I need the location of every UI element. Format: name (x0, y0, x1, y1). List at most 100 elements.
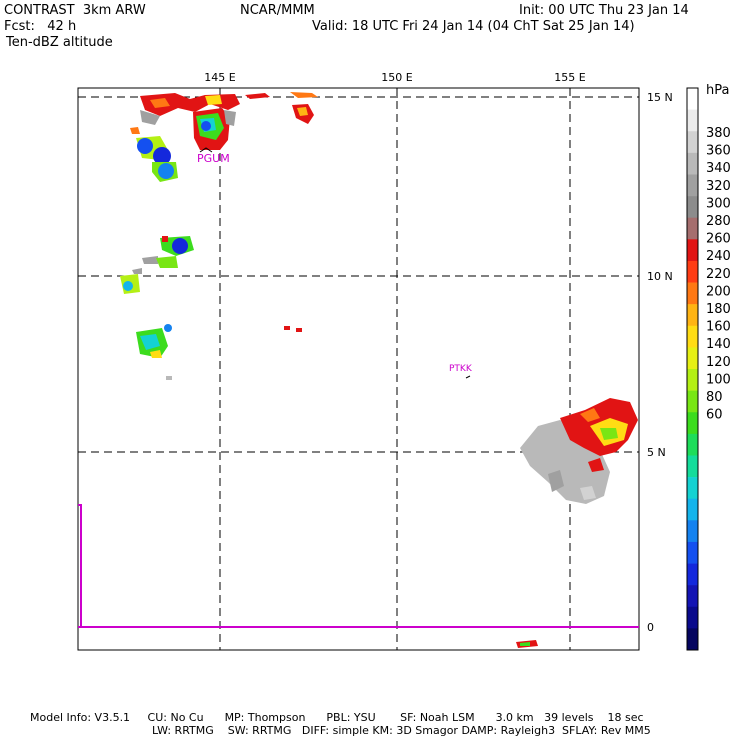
colorbar-level-label: 360 (706, 144, 731, 159)
echo-area (224, 110, 236, 126)
echo-area (166, 376, 172, 380)
valid-time: Valid: 18 UTC Fri 24 Jan 14 (04 ChT Sat … (312, 19, 635, 34)
echo-area (296, 328, 302, 332)
map-frame (77, 87, 640, 651)
colorbar-unit: hPa (706, 83, 729, 98)
colorbar-swatch (687, 282, 698, 305)
echo-area (130, 127, 140, 134)
colorbar-swatch (687, 260, 698, 283)
station-marker-pgum (199, 147, 213, 153)
echo-area (132, 268, 142, 274)
colorbar-swatch (687, 347, 698, 370)
echo-area (520, 642, 530, 646)
colorbar-level-label: 280 (706, 214, 731, 229)
model-title: CONTRAST 3km ARW (4, 3, 146, 18)
echo-area (162, 236, 168, 242)
lon-label-150e: 150 E (381, 71, 412, 84)
lon-label-155e: 155 E (554, 71, 585, 84)
echo-area (140, 110, 160, 125)
colorbar-swatch (687, 477, 698, 499)
echo-area (588, 458, 604, 472)
station-markers (199, 147, 471, 379)
colorbar-level-label: 220 (706, 267, 731, 282)
footer-physics-info: LW: RRTMG SW: RRTMG DIFF: simple KM: 3D … (152, 724, 651, 737)
colorbar-swatch (687, 390, 698, 413)
colorbar-swatch (687, 606, 698, 629)
echo-area (156, 256, 178, 268)
radar-echoes (120, 92, 638, 648)
echo-core (201, 121, 211, 131)
lon-label-145e: 145 E (204, 71, 235, 84)
colorbar-swatch (687, 131, 698, 154)
echo-core (123, 281, 133, 291)
echo-core (164, 324, 172, 332)
echo-area (150, 350, 162, 358)
init-time: Init: 00 UTC Thu 23 Jan 14 (519, 3, 689, 18)
colorbar-level-label: 140 (706, 337, 731, 352)
colorbar-swatch (687, 369, 698, 391)
colorbar-swatch (687, 109, 698, 132)
colorbar-swatch (687, 88, 698, 110)
colorbar-level-label: 60 (706, 408, 723, 423)
lat-label-10n: 10 N (647, 270, 673, 283)
colorbar-swatch (687, 628, 698, 651)
colorbar-level-label: 120 (706, 355, 731, 370)
lat-label-15n: 15 N (647, 91, 673, 104)
colorbar-level-label: 100 (706, 372, 731, 387)
colorbar-swatch (687, 520, 698, 543)
lat-label-5n: 5 N (647, 446, 666, 459)
colorbar-swatch (687, 498, 698, 521)
colorbar-swatch (687, 217, 698, 240)
echo-core (172, 238, 188, 254)
colorbar-swatch (687, 455, 698, 478)
colorbar-swatch (687, 239, 698, 262)
colorbar-level-label: 80 (706, 390, 723, 405)
echo-core (137, 138, 153, 154)
colorbar-level-label: 320 (706, 179, 731, 194)
field-name: Ten-dBZ altitude (6, 35, 113, 50)
echo-area (580, 486, 596, 500)
station-label-pgum: PGUM (197, 152, 230, 165)
colorbar-swatch (687, 541, 698, 564)
colorbar-swatch (687, 325, 698, 348)
colorbar-swatch (687, 412, 698, 435)
footer-model-info: Model Info: V3.5.1 CU: No Cu MP: Thompso… (30, 711, 644, 724)
colorbar-level-label: 240 (706, 249, 731, 264)
echo-core (153, 147, 171, 165)
colorbar-swatch (687, 433, 698, 456)
station-marker-ptkk (465, 375, 471, 379)
echo-area (245, 93, 270, 99)
forecast-hour: Fcst: 42 h (4, 19, 77, 34)
colorbar: 380 360 340 320 300 280 260 240 220 200 180 160 140 1… (686, 87, 731, 651)
echo-area (205, 95, 222, 105)
echo-area (580, 408, 600, 422)
colorbar-level-label: 340 (706, 161, 731, 176)
echo-area (140, 334, 160, 350)
echo-area (600, 428, 618, 440)
center-label: NCAR/MMM (240, 3, 315, 18)
colorbar-level-label: 300 (706, 196, 731, 211)
colorbar-swatch (687, 585, 698, 608)
colorbar-swatch (687, 196, 698, 218)
colorbar-swatch (687, 304, 698, 327)
colorbar-frame (686, 87, 699, 651)
echo-area (290, 92, 318, 98)
echo-area (284, 326, 290, 330)
colorbar-level-label: 160 (706, 320, 731, 335)
echo-area (548, 470, 564, 492)
colorbar-swatch (687, 152, 698, 175)
station-label-ptkk: PTKK (449, 364, 473, 374)
colorbar-level-label: 260 (706, 232, 731, 247)
echo-area (142, 256, 158, 264)
colorbar-level-label: 380 (706, 126, 731, 141)
lat-label-0: 0 (647, 621, 654, 634)
echo-area (297, 107, 308, 116)
colorbar-swatch (687, 563, 698, 586)
domain-boundary (78, 504, 82, 627)
echo-area (150, 98, 170, 108)
colorbar-swatch (687, 174, 698, 197)
colorbar-level-label: 180 (706, 302, 731, 317)
colorbar-level-label: 200 (706, 284, 731, 299)
echo-core (158, 163, 174, 179)
